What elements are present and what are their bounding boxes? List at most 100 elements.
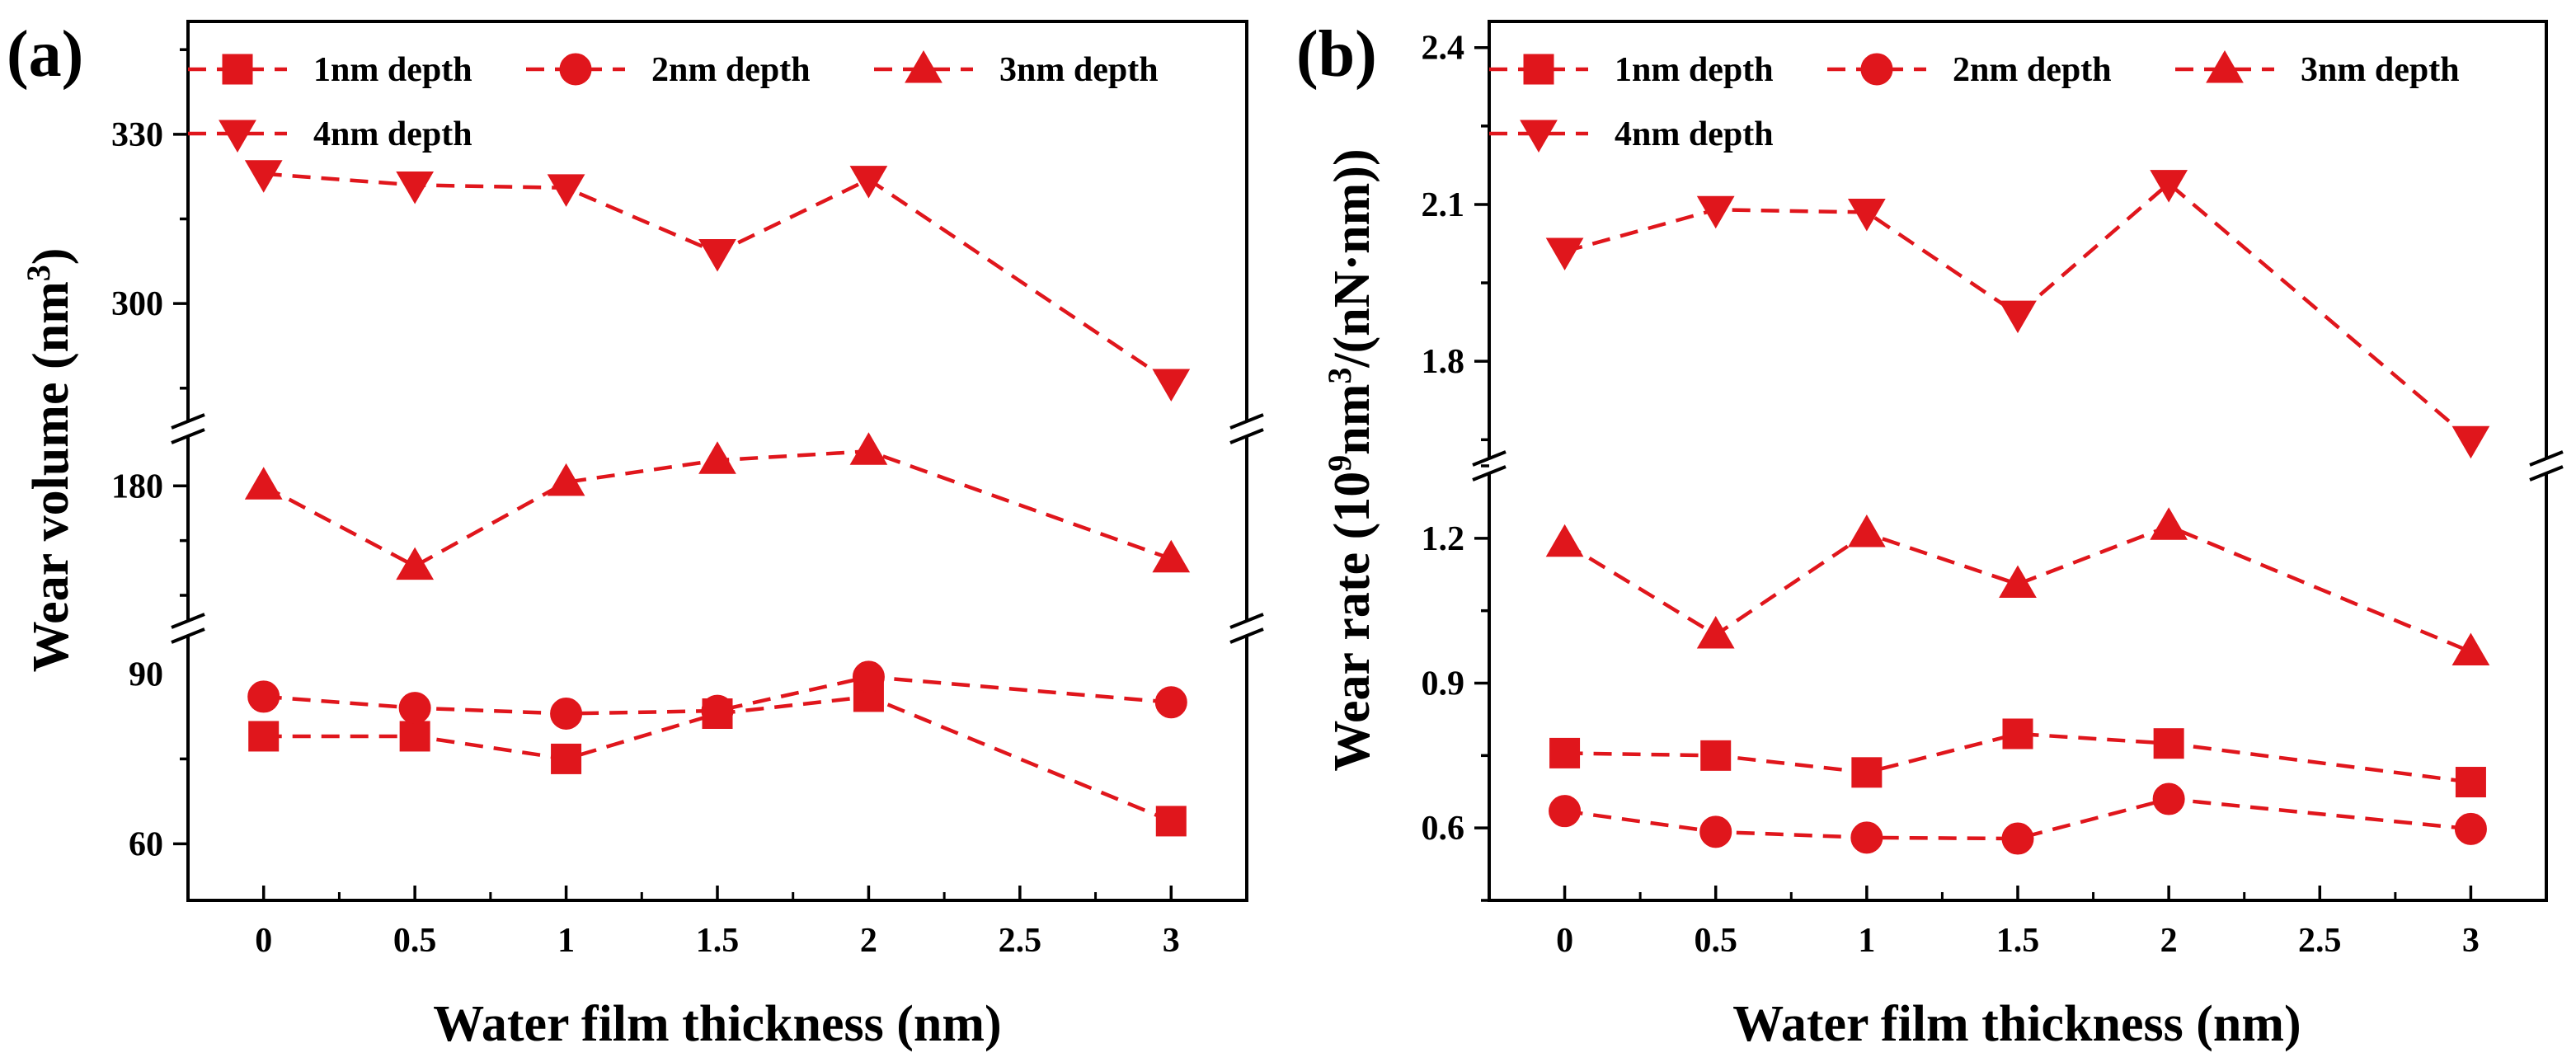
legend-entry: 4nm depth [1489, 115, 1774, 153]
legend-entry: 1nm depth [188, 51, 472, 89]
panel-a-data-point [396, 547, 435, 580]
legend-entry: 3nm depth [874, 50, 1159, 89]
panel-b-data-point [1847, 514, 1886, 547]
panel-b-series-line [1564, 796, 2471, 841]
panel-b-data-point [2455, 767, 2486, 798]
panel-b-xtick-label: 1 [1858, 922, 1875, 960]
panel-b-data-point [2454, 812, 2487, 845]
panel-a-axis-break [1229, 413, 1264, 444]
panel-b-ytick-label: 2.1 [1422, 186, 1465, 224]
panel-a-series-line [262, 449, 1173, 569]
panel-b-xtick-label: 0 [1556, 922, 1573, 960]
panel-b-series-3 [1545, 507, 2490, 665]
panel-a-data-point [244, 160, 283, 193]
panel-b-data-point [1699, 815, 1732, 848]
panel-b-data-point [1696, 195, 1735, 229]
panel-a-data-point [396, 171, 435, 204]
panel-a-letter: (a) [7, 18, 83, 91]
panel-a-data-point [547, 174, 585, 207]
panel-a-data-point [550, 698, 583, 730]
panel-b-data-point [2451, 425, 2490, 459]
panel-a-data-point [1154, 686, 1187, 719]
panel-a-data-point [849, 432, 888, 465]
panel-a-xtick-label: 0.5 [393, 922, 437, 960]
panel-a-series-3 [244, 432, 1191, 580]
panel-a-series-line [263, 694, 1173, 823]
panel-a-legend: 1nm depth 2nm depth 3nm depth 4nm depth [188, 50, 1159, 153]
legend-entry: 3nm depth [2175, 50, 2460, 89]
panel-b-data-point [1851, 757, 1883, 788]
panel-a-ytick-label: 60 [129, 825, 163, 863]
panel-a-series-line [263, 674, 1172, 716]
legend-marker [2206, 50, 2244, 83]
panel-a-data-point [849, 166, 888, 199]
panel-b: (b) Wear rate (109nm3/(nN·nm)) Water fil… [1296, 18, 2564, 1052]
panel-b-xtick-label: 3 [2462, 922, 2480, 960]
panel-a-series-2 [247, 660, 1187, 730]
panel-b-data-point [1999, 565, 2037, 598]
panel-a-data-point [551, 743, 582, 774]
panel-b-ticks: 0 0.5 1 1.5 2 2.5 3 0.6 0.9 1.2 1.8 2.1 2.4 [1422, 30, 2480, 960]
legend-label: 4nm depth [313, 115, 472, 153]
panel-a-series-4 [244, 160, 1191, 402]
panel-b-series-line [1564, 731, 2471, 784]
legend-marker [1520, 120, 1558, 153]
panel-a-axis-breaks [171, 413, 1264, 644]
legend-label: 2nm depth [651, 51, 811, 89]
panel-b-ytick-label: 0.6 [1422, 810, 1465, 848]
panel-a-ytick-label: 300 [111, 285, 163, 323]
panel-a-data-point [547, 463, 585, 496]
panel-a-data-point [247, 680, 280, 713]
legend-entry: 4nm depth [188, 115, 472, 153]
panel-b-series-4 [1545, 170, 2490, 459]
panel-b-axis-break [2529, 450, 2564, 482]
legend-label: 3nm depth [999, 51, 1159, 89]
panel-a-data-point [852, 660, 885, 693]
panel-a-data-point [698, 441, 736, 474]
legend-label: 4nm depth [1615, 115, 1774, 153]
panel-a-data-point [698, 239, 736, 272]
panel-a-data-point [244, 467, 283, 500]
panel-b-data-point [2451, 632, 2490, 665]
panel-a-xlabel: Water film thickness (nm) [433, 996, 1001, 1052]
panel-a-xtick-label: 1.5 [696, 922, 740, 960]
panel-a-data-point [1152, 369, 1191, 402]
panel-b-data-point [1545, 237, 1584, 271]
panel-a-ytick-label: 330 [111, 116, 163, 154]
panel-a-data-point [248, 721, 280, 752]
panel-a-series-line [263, 172, 1173, 384]
panel-a-data-point [1152, 539, 1191, 573]
panel-b-ytick-label: 1.8 [1422, 343, 1465, 381]
panel-a-xtick-label: 0 [255, 922, 272, 960]
panel-b-data-point [1549, 795, 1582, 828]
panel-a-series [244, 160, 1191, 837]
panel-b-data-point [2001, 822, 2034, 855]
panel-b-data-point [1696, 615, 1735, 649]
panel-b-legend: 1nm depth 2nm depth 3nm depth 4nm depth [1489, 50, 2460, 153]
legend-label: 1nm depth [1615, 51, 1774, 89]
panel-a-xtick-label: 3 [1163, 922, 1180, 960]
panel-b-data-point [2153, 728, 2184, 759]
legend-marker [219, 120, 256, 153]
panel-b-xtick-label: 2 [2160, 922, 2178, 960]
panel-b-data-point [1545, 524, 1584, 557]
legend-entry: 2nm depth [1827, 51, 2112, 89]
panel-b-xtick-label: 1.5 [1996, 922, 2040, 960]
panel-a-xtick-label: 2 [860, 922, 877, 960]
panel-b-data-point [1999, 300, 2037, 334]
legend-entry: 2nm depth [526, 51, 811, 89]
legend-marker [905, 50, 942, 83]
legend-label: 2nm depth [1953, 51, 2112, 89]
panel-a-data-point [701, 694, 734, 727]
panel-a-axis-break [171, 613, 205, 644]
panel-a-ytick-label: 90 [129, 656, 163, 693]
panel-b-letter: (b) [1296, 18, 1377, 91]
legend-entry: 1nm depth [1489, 51, 1774, 89]
panel-b-data-point [1700, 740, 1732, 771]
panel-a-xtick-label: 1 [557, 922, 575, 960]
panel-a-axis-break [1229, 613, 1264, 644]
panel-b-xlabel: Water film thickness (nm) [1732, 996, 2301, 1052]
legend-marker [1523, 54, 1554, 85]
panel-b-ytick-label: 0.9 [1422, 665, 1465, 703]
